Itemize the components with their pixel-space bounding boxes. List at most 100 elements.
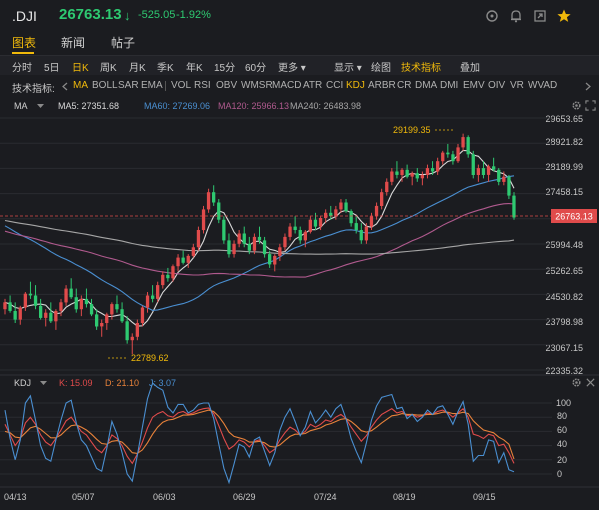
candle-body [49, 312, 53, 322]
candle-body [303, 231, 307, 241]
ma5-legend: MA5: 27351.68 [58, 101, 120, 111]
candle-body [400, 169, 404, 175]
indicator-vol[interactable]: VOL [171, 80, 192, 91]
candle-body [288, 226, 292, 237]
refresh-icon[interactable] [484, 8, 500, 24]
indicator-macd[interactable]: MACD [272, 80, 302, 91]
indicator-oiv[interactable]: OIV [488, 80, 506, 91]
candle-body [3, 302, 7, 310]
indicator-vr[interactable]: VR [510, 80, 524, 91]
indicator-kdj[interactable]: KDJ [346, 80, 365, 91]
price-tick: 23067.15 [545, 343, 583, 353]
indicator-dma[interactable]: DMA [415, 80, 438, 91]
candle-body [33, 295, 38, 306]
tab-chart[interactable]: 图表 [12, 36, 37, 50]
overlay-button[interactable]: 叠加 [460, 63, 480, 74]
candle-body [364, 226, 368, 241]
candle-body [151, 295, 155, 299]
active-tab-underline [12, 52, 34, 54]
date-tick: 06/29 [233, 492, 256, 502]
indicator-sar[interactable]: SAR [118, 80, 139, 91]
candle-body [110, 304, 114, 315]
period-daily[interactable]: 日K [72, 63, 89, 74]
candle-body [492, 166, 496, 170]
ma120-line [4, 203, 515, 278]
indicator-obv[interactable]: OBV [216, 80, 238, 91]
candle-body [227, 240, 231, 255]
indicator-wvad[interactable]: WVAD [528, 80, 558, 91]
gear-icon[interactable] [571, 377, 582, 388]
period-yearly[interactable]: 年K [186, 63, 203, 74]
chart-gridlines [0, 117, 552, 475]
kdj-tick: 20 [556, 455, 567, 465]
indicator-atr[interactable]: ATR [303, 80, 323, 91]
kdj-tick: 80 [556, 411, 567, 421]
period-monthly[interactable]: 月K [129, 63, 146, 74]
candle-body [374, 205, 379, 217]
candle-body [507, 176, 511, 196]
kdj-j-legend: J: 3.07 [149, 378, 177, 388]
candle-body [380, 192, 384, 206]
candle-body [135, 323, 139, 337]
indicator-cr[interactable]: CR [397, 80, 412, 91]
indicators-button[interactable]: 技术指标 [401, 63, 441, 74]
candle-body [125, 321, 129, 341]
candle-body [161, 274, 165, 286]
candle-body [54, 311, 58, 322]
chevron-left-icon[interactable] [62, 82, 68, 91]
candle-body [59, 302, 63, 311]
tab-posts[interactable]: 帖子 [111, 36, 136, 50]
display-dropdown[interactable]: 显示 ▾ [334, 63, 362, 74]
candle-body [461, 137, 465, 148]
sub-indicator-selector[interactable]: KDJ [14, 378, 32, 388]
kdj-d-legend: D: 21.10 [105, 378, 140, 388]
candle-body [74, 297, 78, 310]
candle-body [369, 216, 374, 227]
share-icon[interactable] [532, 8, 548, 24]
candle-body [166, 274, 170, 279]
indicator-dmi[interactable]: DMI [440, 80, 459, 91]
chevron-right-icon[interactable] [585, 82, 591, 91]
main-tabs: 图表 新闻 帖子 [0, 34, 599, 54]
candle-body [385, 181, 389, 193]
indicator-boll[interactable]: BOLL [92, 80, 118, 91]
indicator-arbr[interactable]: ARBR [368, 80, 396, 91]
period-intraday[interactable]: 分时 [12, 63, 32, 74]
draw-button[interactable]: 绘图 [371, 63, 391, 74]
kdj-tick: 0 [556, 469, 562, 479]
indicator-emv[interactable]: EMV [463, 80, 485, 91]
candle-body [120, 309, 124, 322]
candle-body [497, 169, 501, 182]
indicator-rsi[interactable]: RSI [194, 80, 211, 91]
candle-body [237, 233, 241, 244]
period-weekly[interactable]: 周K [100, 63, 117, 74]
period-15min[interactable]: 15分 [214, 63, 236, 74]
caret-down-icon[interactable] [37, 104, 44, 108]
period-60min[interactable]: 60分 [245, 63, 267, 74]
candle-body [502, 176, 506, 182]
indicator-ma[interactable]: MA [73, 80, 88, 91]
candle-body [262, 240, 267, 255]
indicator-cci[interactable]: CCI [326, 80, 344, 91]
caret-down-icon[interactable] [40, 381, 47, 385]
close-icon[interactable] [585, 377, 596, 388]
expand-icon[interactable] [585, 100, 596, 111]
date-tick: 06/03 [153, 492, 176, 502]
ma240-line [4, 219, 515, 255]
period-more-dropdown[interactable]: 更多 ▾ [278, 63, 306, 74]
candle-body [206, 192, 211, 210]
period-5day[interactable]: 5日 [44, 63, 60, 74]
period-quarterly[interactable]: 季K [157, 63, 174, 74]
indicator-wmsr[interactable]: WMSR [241, 80, 273, 91]
gear-icon[interactable] [571, 100, 582, 111]
tab-news[interactable]: 新闻 [61, 36, 86, 50]
candle-body [13, 311, 17, 320]
favorite-star-icon[interactable] [556, 8, 572, 24]
bell-icon[interactable] [508, 8, 524, 24]
candle-body [283, 236, 287, 248]
candle-body [232, 243, 236, 255]
main-indicator-selector[interactable]: MA [14, 101, 28, 111]
indicator-ema[interactable]: EMA [141, 80, 163, 91]
price-tick: 29653.65 [545, 114, 583, 124]
